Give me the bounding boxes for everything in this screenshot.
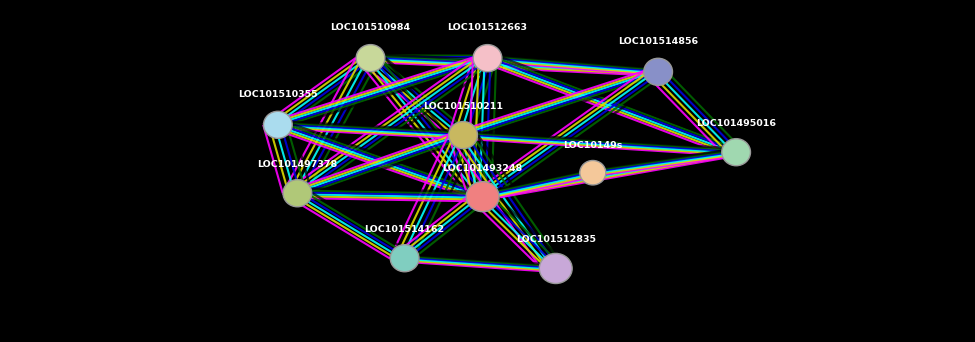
Ellipse shape — [283, 180, 312, 207]
Ellipse shape — [722, 139, 751, 166]
Ellipse shape — [356, 44, 385, 72]
Text: LOC101497378: LOC101497378 — [257, 160, 337, 169]
Text: LOC101493248: LOC101493248 — [443, 164, 523, 173]
Text: LOC101512835: LOC101512835 — [516, 235, 596, 244]
Ellipse shape — [448, 121, 478, 149]
Ellipse shape — [644, 58, 673, 86]
Text: LOC101514162: LOC101514162 — [365, 225, 445, 234]
Text: LOC101514856: LOC101514856 — [618, 37, 698, 46]
Ellipse shape — [580, 160, 605, 185]
Text: LOC101510984: LOC101510984 — [331, 24, 410, 32]
Text: LOC10149s: LOC10149s — [564, 142, 622, 150]
Ellipse shape — [466, 182, 499, 212]
Ellipse shape — [390, 245, 419, 272]
Text: LOC101510211: LOC101510211 — [423, 102, 503, 111]
Ellipse shape — [539, 253, 572, 284]
Text: LOC101512663: LOC101512663 — [448, 24, 527, 32]
Ellipse shape — [473, 44, 502, 72]
Text: LOC101495016: LOC101495016 — [696, 119, 776, 128]
Ellipse shape — [263, 111, 292, 139]
Text: LOC101510355: LOC101510355 — [238, 90, 318, 99]
